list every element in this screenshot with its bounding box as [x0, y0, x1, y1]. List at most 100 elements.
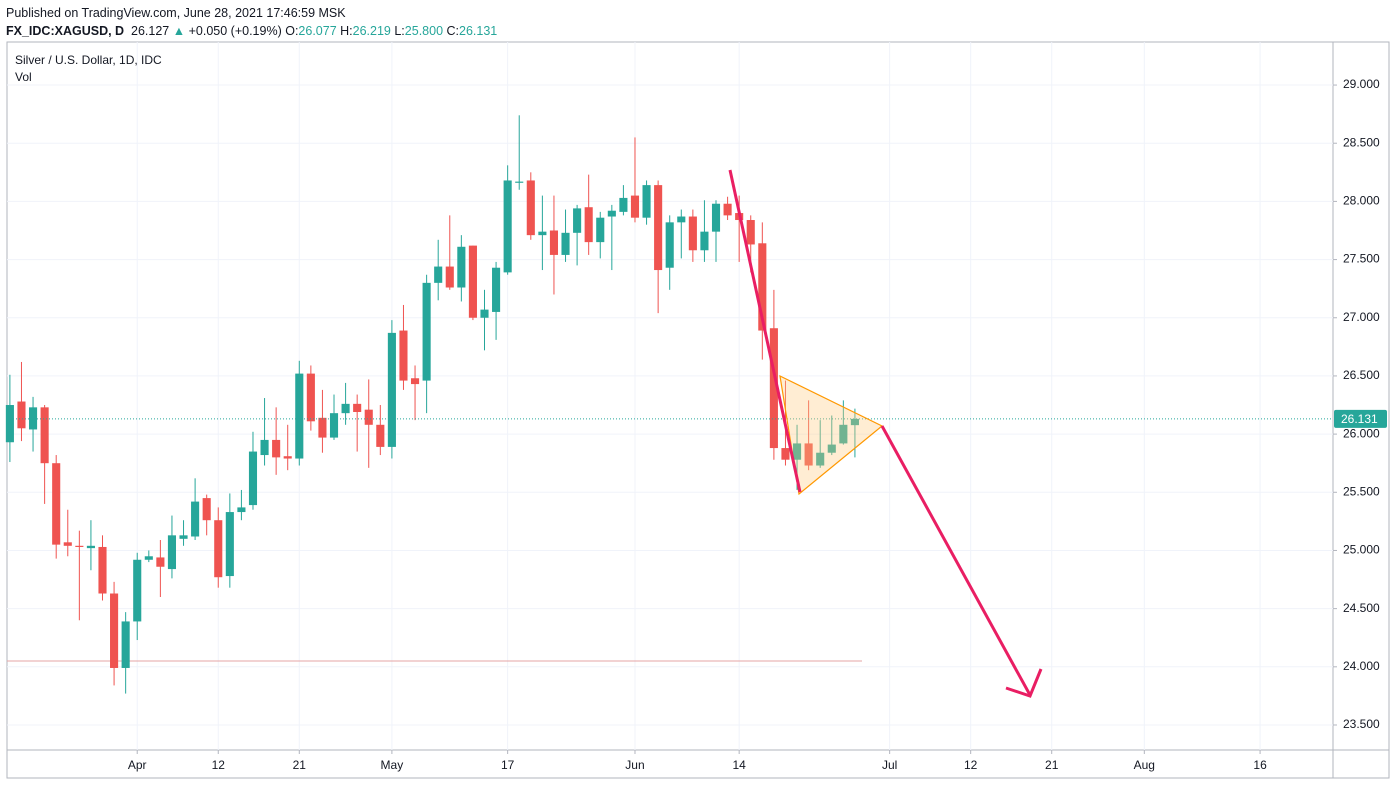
body: [329, 413, 339, 438]
h-label: H:: [340, 24, 353, 38]
body: [839, 424, 848, 444]
body: [700, 231, 709, 251]
body: [850, 418, 859, 426]
body: [133, 559, 142, 622]
x-tick-label: 12: [964, 758, 978, 772]
body: [816, 452, 825, 466]
body: [75, 545, 84, 547]
body: [468, 245, 477, 318]
x-tick-label: Jun: [625, 758, 644, 772]
body: [17, 401, 26, 429]
body: [167, 535, 177, 570]
body: [156, 557, 165, 567]
x-tick-label: 17: [501, 758, 515, 772]
body: [179, 535, 188, 539]
body: [376, 424, 385, 447]
body: [630, 195, 640, 218]
y-tick-label: 24.500: [1343, 601, 1380, 615]
forecast-arrow: [880, 425, 1032, 696]
body: [387, 332, 396, 447]
body: [538, 231, 547, 236]
y-tick-label: 27.500: [1343, 252, 1380, 266]
body: [746, 220, 755, 245]
body: [214, 520, 223, 578]
x-tick-label: 21: [1045, 758, 1059, 772]
body: [202, 498, 211, 521]
body: [86, 545, 95, 549]
l-label: L:: [394, 24, 405, 38]
body: [827, 444, 836, 453]
body: [144, 556, 153, 560]
y-tick-label: 29.000: [1343, 77, 1380, 91]
body: [353, 403, 362, 412]
y-tick-label: 24.000: [1343, 659, 1380, 673]
body: [121, 621, 130, 668]
h-value: 26.219: [352, 24, 391, 38]
body: [110, 593, 119, 668]
body: [28, 407, 38, 430]
o-value: 26.077: [298, 24, 337, 38]
body: [98, 546, 107, 594]
body: [248, 451, 258, 506]
body: [758, 243, 767, 331]
symbol: FX_IDC:XAGUSD, D: [6, 24, 125, 38]
x-tick-label: 14: [732, 758, 746, 772]
body: [665, 222, 674, 268]
body: [561, 232, 570, 255]
volume-label: Vol: [15, 70, 32, 84]
body: [295, 373, 304, 459]
y-tick-label: 26.500: [1343, 368, 1380, 382]
body: [781, 448, 790, 460]
body: [480, 309, 489, 318]
body: [769, 328, 778, 449]
body: [272, 439, 281, 458]
body: [5, 405, 14, 443]
flagpole-arrow: [728, 169, 802, 493]
symbol-line: FX_IDC:XAGUSD, D 26.127 ▲ +0.050 (+0.19%…: [6, 22, 497, 40]
body: [642, 185, 651, 218]
body: [260, 439, 269, 456]
y-tick-label: 25.500: [1343, 484, 1380, 498]
y-tick-label: 28.000: [1343, 194, 1380, 208]
body: [584, 207, 593, 243]
body: [549, 230, 559, 255]
last-price-tag: [1334, 409, 1387, 428]
arrow: ▲: [172, 24, 186, 38]
frame: [6, 41, 1390, 779]
body: [422, 282, 431, 381]
body: [804, 443, 813, 466]
y-tick-label: 23.500: [1343, 717, 1380, 731]
x-tick-label: May: [381, 758, 404, 772]
c-value: 26.131: [459, 24, 498, 38]
published: Published on TradingView.com, June 28, 2…: [6, 6, 346, 20]
l-value: 25.800: [404, 24, 444, 38]
body: [283, 456, 292, 459]
x-tick-label: Jul: [882, 758, 897, 772]
body: [492, 267, 501, 312]
body: [341, 403, 350, 414]
body: [503, 180, 512, 273]
body: [688, 216, 697, 251]
body: [52, 463, 61, 545]
body: [318, 417, 327, 438]
o-label: O:: [285, 24, 299, 38]
price: 26.127: [131, 24, 170, 38]
body: [306, 373, 315, 422]
last-price-label: 26.131: [1341, 412, 1378, 426]
body: [711, 203, 721, 232]
chart-title: Silver / U.S. Dollar, 1D, IDC: [15, 53, 162, 67]
y-tick-label: 25.000: [1343, 543, 1380, 557]
x-tick-label: 16: [1253, 758, 1267, 772]
y-tick-label: 28.500: [1343, 135, 1380, 149]
body: [225, 512, 234, 577]
body: [399, 330, 408, 381]
body: [237, 507, 246, 513]
x-tick-label: Apr: [128, 758, 147, 772]
body: [40, 407, 49, 464]
body: [677, 216, 686, 223]
x-tick-label: Aug: [1134, 758, 1155, 772]
body: [654, 185, 663, 271]
y-tick-label: 26.000: [1343, 426, 1380, 440]
